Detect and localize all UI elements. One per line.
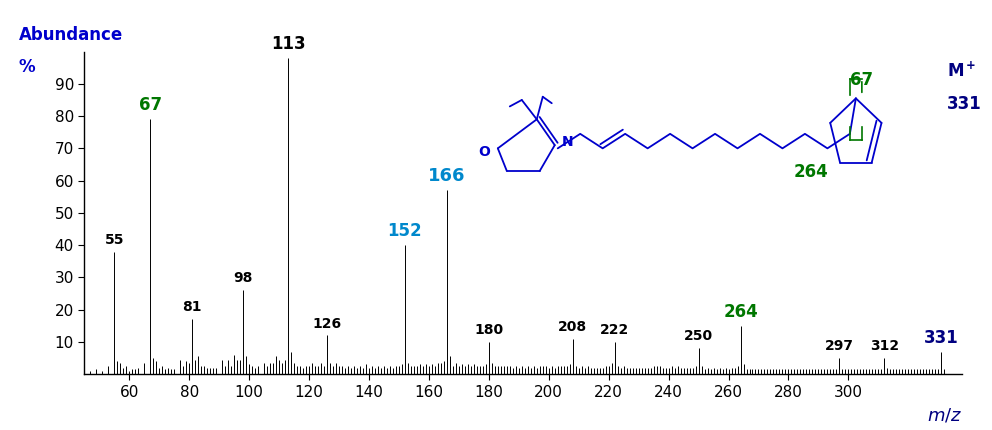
Text: 208: 208 [558, 320, 587, 334]
Text: $\mathbf{M^+}$: $\mathbf{M^+}$ [947, 61, 977, 81]
Text: 312: 312 [870, 339, 899, 353]
Text: 126: 126 [312, 316, 341, 331]
Text: 264: 264 [794, 163, 828, 181]
Text: 331: 331 [924, 329, 958, 347]
Text: 297: 297 [825, 339, 854, 353]
Text: 55: 55 [104, 233, 124, 247]
Text: 250: 250 [684, 329, 713, 344]
Text: $\it{m/z}$: $\it{m/z}$ [927, 406, 962, 424]
Text: 222: 222 [600, 323, 629, 337]
Text: 67: 67 [139, 96, 162, 114]
Text: 264: 264 [723, 303, 758, 321]
Text: Abundance: Abundance [19, 26, 123, 44]
Text: 81: 81 [183, 301, 202, 314]
Text: 180: 180 [474, 323, 503, 337]
Text: 331: 331 [947, 95, 982, 113]
Text: N: N [562, 135, 573, 149]
Text: 67: 67 [850, 71, 873, 89]
Text: 98: 98 [233, 271, 253, 286]
Text: O: O [478, 144, 490, 159]
Text: %: % [19, 58, 35, 76]
Text: 152: 152 [388, 222, 423, 240]
Text: 166: 166 [429, 167, 465, 185]
Text: 113: 113 [271, 35, 306, 53]
